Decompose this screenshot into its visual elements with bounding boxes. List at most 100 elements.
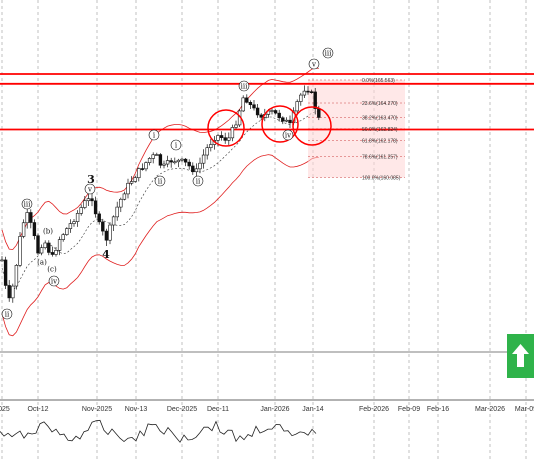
candle-body [68,223,73,229]
candle-body [309,91,314,93]
wave-label-circle [1,308,13,320]
candle-body [14,265,19,287]
wave-label: (c) [47,266,57,274]
wave-label: iii [24,201,31,209]
candle-body [0,259,4,262]
candle-body [61,234,65,240]
wave-label: 3 [87,173,95,186]
wave-label: ii [158,178,163,186]
wave-label: (a) [37,259,47,267]
candle-body [165,160,170,165]
moving-average [1,111,319,291]
wave-label-circle [170,139,182,151]
candle-body [90,198,94,202]
wave-label: 4 [102,248,110,261]
wave-label-circle [322,47,334,59]
highlight-circle [292,106,332,146]
candlesticks [0,85,321,303]
wave-label-circle [192,175,204,187]
wave-label-circle [154,175,166,187]
candle-body [187,161,191,167]
candle-body [201,154,206,164]
candle-body [122,193,127,200]
candle-body [183,158,188,163]
candle-body [43,242,47,249]
x-tick-label: Oct-12 [27,406,48,413]
fib-level-label: 23.6%(164.270) [362,101,398,107]
candle-body [252,104,256,109]
x-tick-label: Nov-13 [125,406,148,413]
candle-body [32,222,37,237]
wave-label: iv [285,132,291,140]
fib-level-label: 78.6%(161.257) [362,155,398,161]
candle-body [144,162,148,170]
x-axis: 2025 Oct-12 Nov-2025 Nov-13 Dec-2025 Dec-11 Ja… [0,406,534,413]
candle-body [288,119,292,124]
candle-body [7,285,11,299]
x-tick-label: Feb-09 [398,406,420,413]
wave-label: v [87,186,92,194]
candle-body [194,168,199,173]
x-tick-label: Mar-09 [515,406,534,413]
candle-body [11,285,15,299]
fib-level-label: 50.0%(162.824) [362,127,398,133]
wave-label: i [153,132,156,140]
candle-body [151,154,155,159]
candle-body [72,221,76,224]
candle-body [86,198,91,202]
x-tick-label: Feb-2026 [359,406,389,413]
candle-body [115,206,119,218]
wave-label: (b) [43,228,53,236]
candle-body [173,161,177,164]
candle-body [158,154,163,166]
wave-label: iii [325,50,332,58]
wave-label-circle [282,129,294,141]
candle-body [21,222,26,237]
x-tick-label: Jan-2026 [260,406,289,413]
x-tick-label: Mar-2026 [475,406,505,413]
candle-body [255,107,260,116]
candle-body [129,181,134,184]
candle-body [75,213,80,222]
wave-label: i [175,142,178,150]
up-arrow-button[interactable] [507,334,534,378]
candle-body [93,200,98,215]
highlight-circles [207,105,332,147]
candle-body [209,144,213,148]
candle-body [119,198,123,208]
x-tick-label: 2025 [0,406,10,413]
candle-body [126,182,130,195]
wave-label: ii [5,311,10,319]
x-tick-label: Dec-2025 [167,406,197,413]
fib-level-label: 100.0%(160.085) [362,176,401,182]
fib-level-label: 61.8%(162.178) [362,138,398,144]
candle-body [39,247,44,254]
candle-body [3,259,8,286]
candle-body [205,147,209,156]
candle-body [57,239,62,251]
fib-level-label: 38.2%(163.470) [362,115,398,121]
candle-body [65,228,69,235]
candle-body [25,212,29,224]
candle-body [223,137,227,141]
x-tick-label: Nov-2025 [82,406,112,413]
candle-body [317,108,321,118]
candle-body [79,207,83,214]
candle-body [281,117,285,122]
fib-level-label: 0.0%(165.563) [362,78,395,84]
highlight-circle [261,105,299,143]
oscillator-panel [0,419,317,443]
wave-label-circle [238,80,250,92]
candle-body [198,162,202,170]
candle-body [306,90,310,93]
candle-body [313,91,317,109]
candle-body [47,242,51,253]
candle-body [97,213,101,223]
candle-body [245,97,249,103]
candle-body [50,252,55,255]
highlight-circle [207,109,245,147]
candle-body [162,163,166,166]
candle-body [248,102,253,106]
